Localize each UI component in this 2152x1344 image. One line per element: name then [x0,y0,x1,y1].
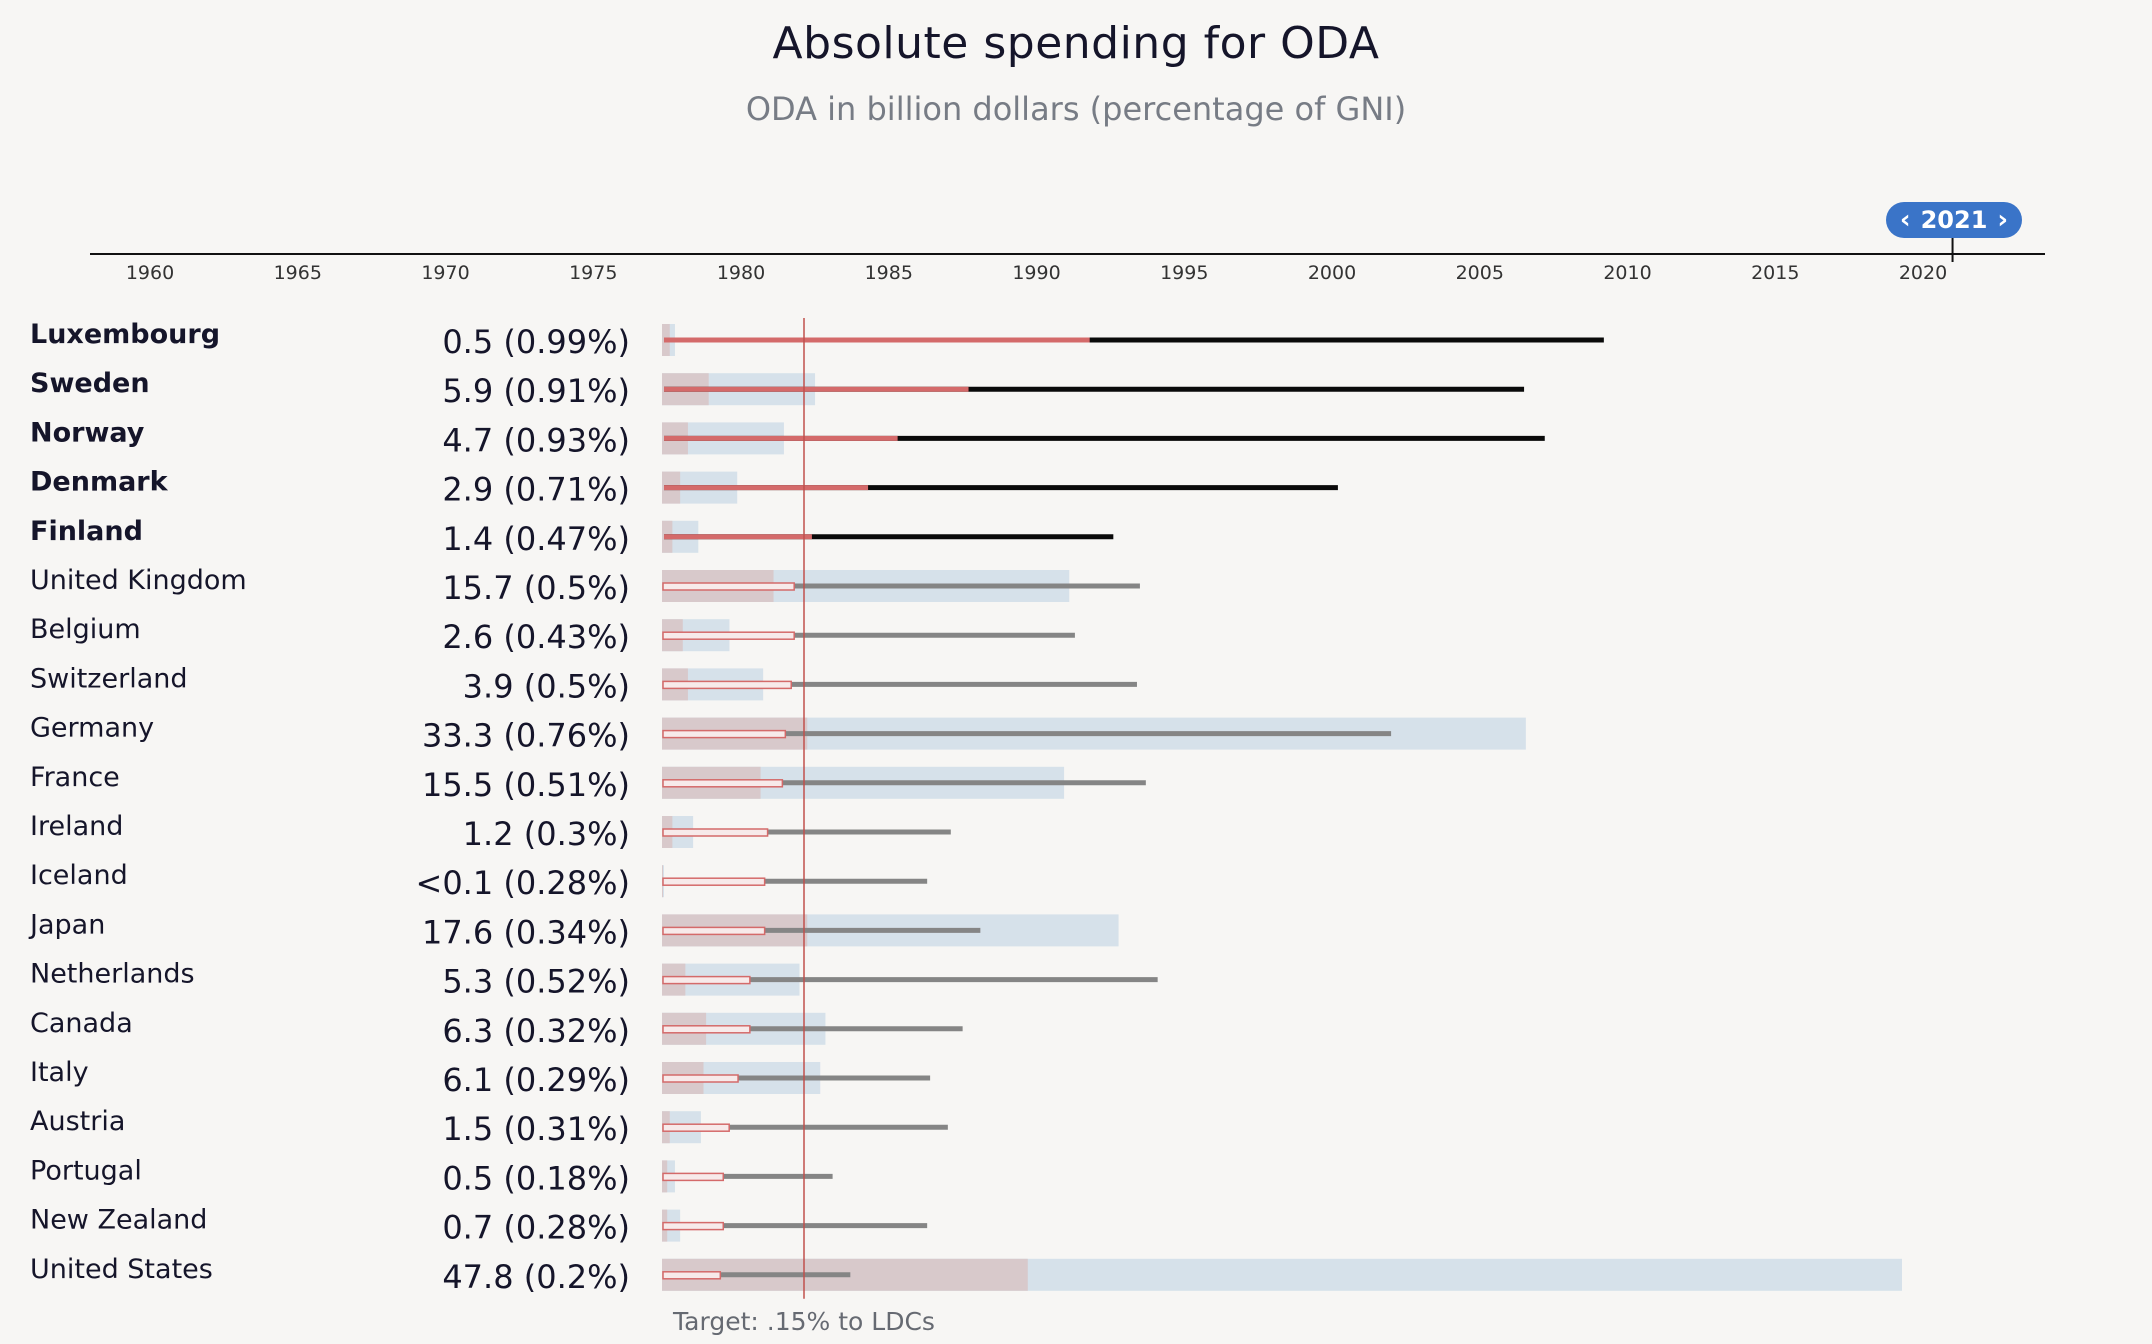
oda-value-label: 33.3 (0.76%) [422,717,630,755]
timeline-tick-label: 2015 [1751,262,1799,284]
oda-value-label: <0.1 (0.28%) [416,864,631,902]
country-label: Iceland [30,860,128,891]
country-label: Denmark [30,467,169,498]
country-label: Luxembourg [30,319,220,350]
country-label: Germany [30,713,154,744]
ldc-share-box [662,1271,722,1280]
timeline-tick-label: 1995 [1160,262,1208,284]
oda-value-label: 0.5 (0.18%) [442,1159,630,1197]
oda-value-label: 2.9 (0.71%) [442,471,630,509]
oda-value-label: 4.7 (0.93%) [442,421,630,459]
country-label: Sweden [30,368,150,399]
ldc-share-box [662,828,769,837]
country-label: Finland [30,516,143,547]
oda-value-label: 15.7 (0.5%) [442,569,630,607]
country-label: Norway [30,417,145,448]
chart-subtitle: ODA in billion dollars (percentage of GN… [745,90,1407,128]
country-label: Austria [30,1106,125,1137]
oda-value-label: 15.5 (0.51%) [422,766,630,804]
oda-value-label: 5.9 (0.91%) [442,372,630,410]
chevron-left-icon[interactable]: ‹ [1899,205,1911,235]
country-label: Switzerland [30,663,188,694]
timeline-tick-label: 2000 [1308,262,1356,284]
timeline-tick-label: 1985 [865,262,913,284]
oda-value-label: 17.6 (0.34%) [422,913,630,951]
oda-value-label: 5.3 (0.52%) [442,963,630,1001]
oda-value-label: 0.5 (0.99%) [442,323,630,361]
country-label: New Zealand [30,1205,207,1236]
oda-value-label: 2.6 (0.43%) [442,618,630,656]
country-label: United Kingdom [30,565,247,596]
country-label: Japan [28,909,105,940]
country-label: France [30,762,120,793]
oda-value-label: 3.9 (0.5%) [463,667,630,705]
ldc-share-box [662,1074,739,1083]
timeline-tick-label: 1990 [1012,262,1060,284]
ldc-share-box [662,1172,725,1182]
country-label: Italy [30,1057,89,1088]
timeline-tick-label: 2010 [1603,262,1651,284]
country-label: Belgium [30,614,141,645]
year-selector-value: 2021 [1920,206,1988,234]
ldc-share-box [662,926,766,936]
ldc-share-box [662,779,784,788]
country-label: Portugal [30,1155,142,1186]
country-label: Ireland [30,811,123,842]
timeline-tick-label: 1970 [421,262,469,284]
oda-value-label: 1.2 (0.3%) [463,815,630,853]
timeline-tick-label: 1965 [274,262,322,284]
chevron-right-icon[interactable]: › [1997,205,2009,235]
ldc-share-box [662,877,766,886]
ldc-share-box [662,631,795,640]
country-label: Netherlands [30,959,195,990]
timeline-tick-label: 2020 [1899,262,1947,284]
ldc-share-box [662,975,751,985]
country-label: United States [30,1254,213,1285]
timeline-tick-label: 1960 [126,262,174,284]
timeline-tick-label: 1975 [569,262,617,284]
oda-value-label: 1.5 (0.31%) [442,1110,630,1148]
timeline-tick-label: 1980 [717,262,765,284]
ldc-share-box [662,680,792,690]
oda-value-label: 0.7 (0.28%) [442,1209,630,1247]
timeline-tick-label: 2005 [1456,262,1504,284]
ldc-share-box [662,729,787,739]
oda-value-label: 6.1 (0.29%) [442,1061,630,1099]
year-selector-button[interactable]: ‹ 2021 › [1886,202,2022,238]
oda-value-label: 47.8 (0.2%) [442,1258,630,1296]
ldc-share-box [662,1123,730,1132]
oda-value-label: 6.3 (0.32%) [442,1012,630,1050]
oda-value-label: 1.4 (0.47%) [442,520,630,558]
target-label: Target: .15% to LDCs [672,1307,935,1336]
ldc-share-box [662,1221,725,1231]
ldc-share-box [662,582,795,591]
chart-title: Absolute spending for ODA [772,18,1380,69]
country-label: Canada [30,1008,133,1039]
ldc-share-box [662,1025,751,1034]
